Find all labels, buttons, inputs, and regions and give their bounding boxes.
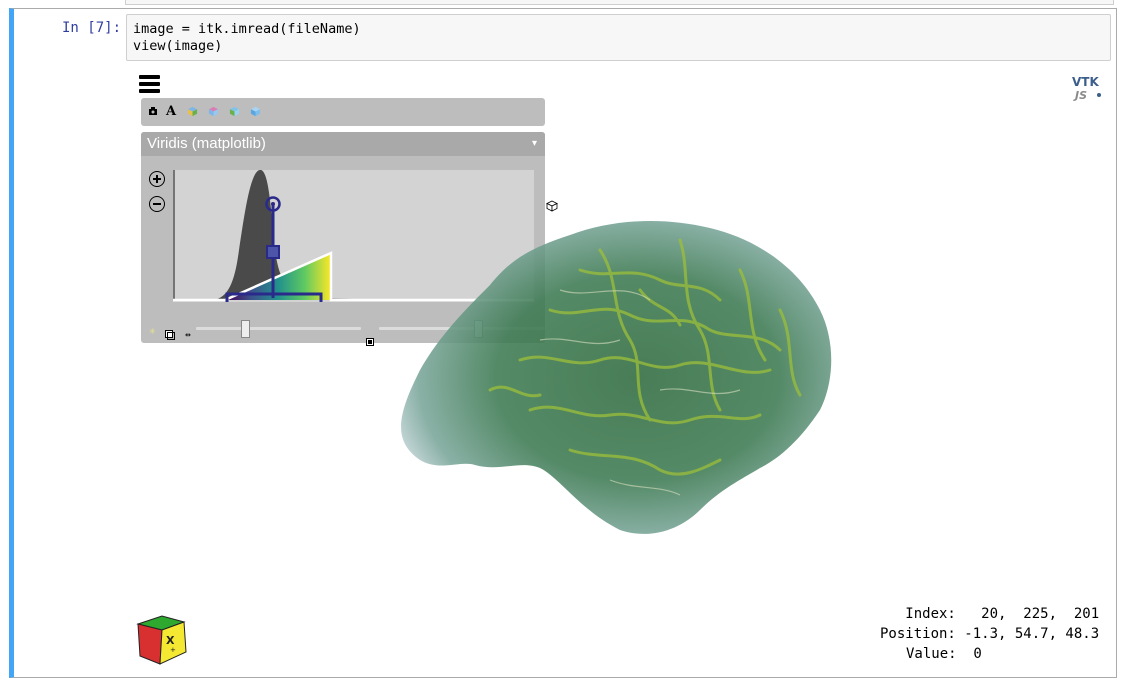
viewer-toolbar: A [141,98,545,126]
sample-distance-icon: ⇹ [185,331,191,339]
zoom-in-icon[interactable] [149,171,165,187]
colormap-preset-select[interactable]: Viridis (matplotlib) ▾ [141,132,545,156]
code-line: image = itk.imread(fileName) [133,21,361,37]
vtk-js-logo: VTK JS [1072,75,1101,101]
code-line: view(image) [133,38,223,54]
previous-cell-bottom [125,0,1114,5]
chevron-down-icon: ▾ [531,138,537,149]
view-x-icon[interactable] [186,105,198,117]
sun-icon[interactable]: ✳ [149,327,156,336]
logo-text-top: VTK [1072,75,1099,89]
svg-text:X: X [166,634,175,647]
gaussian-width-handle [225,292,323,302]
volume-rendering-brain[interactable] [380,210,840,540]
opacity-transfer-function-editor[interactable] [173,170,534,302]
transfer-function-panel: Viridis (matplotlib) ▾ ✳ ⇹ [141,132,545,346]
probe-info-panel: Index: 20, 225, 201 Position: -1.3, 54.7… [880,604,1099,664]
gradient-opacity-icon [366,331,374,346]
menu-toggle-icon[interactable] [139,75,161,93]
notebook-cell[interactable] [9,8,1117,678]
shadow-toggle-icon[interactable] [165,325,175,340]
orientation-cube-widget[interactable]: X + [134,612,190,668]
code-editor[interactable]: image = itk.imread(fileName) view(image) [126,14,1111,61]
gaussian-position-handle [266,245,280,259]
zoom-out-icon[interactable] [149,196,165,212]
opacity-curve [173,251,534,302]
view-z-icon[interactable] [228,105,240,117]
gaussian-height-handle [265,196,281,212]
value-readout: Value: 0 [906,646,982,662]
input-prompt: In [7]: [62,20,122,36]
histogram-area [213,170,353,300]
camera-icon[interactable] [147,105,159,117]
sample-distance-thumb[interactable] [241,320,250,338]
colormap-preset-label: Viridis (matplotlib) [147,135,266,152]
volume-icon[interactable] [249,105,261,117]
index-readout: Index: 20, 225, 201 [905,606,1100,622]
view-y-icon[interactable] [207,105,219,117]
sample-distance-slider[interactable] [196,327,361,330]
cube-icon[interactable] [546,200,558,215]
svg-text:+: + [170,646,176,654]
position-readout: Position: -1.3, 54.7, 48.3 [880,626,1100,642]
logo-text-bottom: JS [1073,89,1087,101]
annotations-icon[interactable]: A [165,103,177,119]
